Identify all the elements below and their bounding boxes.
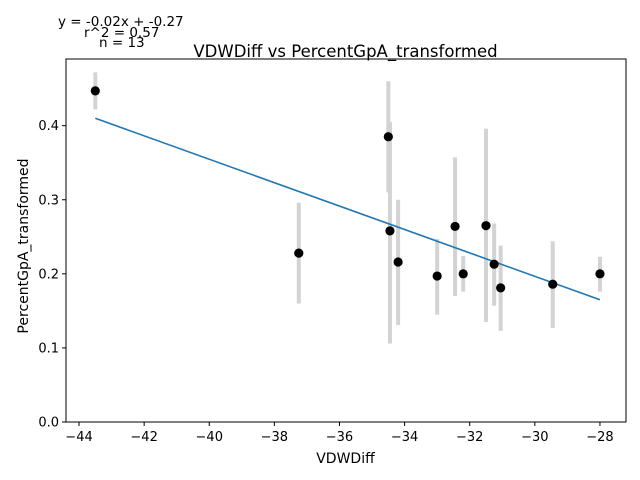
y-axis: 0.0 0.1 0.2 0.3 0.4 xyxy=(38,119,66,431)
y-tick-label: 0.1 xyxy=(38,341,59,356)
y-axis-title: PercentGpA_transformed xyxy=(16,158,32,333)
x-axis-title: VDWDiff xyxy=(316,451,375,467)
x-axis: −44 −42 −40 −38 −36 −34 −32 −30 −28 xyxy=(65,422,614,445)
data-point xyxy=(496,283,506,293)
x-tick-label: −32 xyxy=(456,430,483,445)
plot-area xyxy=(90,72,605,344)
y-tick-label: 0.3 xyxy=(38,193,59,208)
r-squared-annotation: r^2 = 0.57 xyxy=(84,25,159,41)
x-tick-label: −38 xyxy=(261,430,288,445)
data-point xyxy=(432,271,442,281)
y-tick-label: 0.4 xyxy=(38,119,59,134)
chart-title: VDWDiff vs PercentGpA_transformed xyxy=(193,42,497,62)
data-point xyxy=(481,221,491,231)
data-point xyxy=(595,269,605,279)
data-point xyxy=(90,86,100,96)
axes-frame xyxy=(65,58,627,423)
fit-equation-annotation: y = -0.02x + -0.27 xyxy=(58,14,184,30)
data-point xyxy=(548,279,558,289)
x-tick-label: −30 xyxy=(521,430,548,445)
data-point xyxy=(450,221,460,232)
data-point xyxy=(393,257,403,267)
x-tick-label: −34 xyxy=(391,430,418,445)
data-point xyxy=(383,132,393,142)
regression-line xyxy=(95,117,601,301)
sample-size-annotation: n = 13 xyxy=(99,35,145,51)
x-tick-label: −28 xyxy=(586,430,613,445)
data-point xyxy=(385,226,395,236)
y-tick-label: 0.0 xyxy=(38,416,59,431)
x-tick-label: −44 xyxy=(65,430,92,445)
y-tick-label: 0.2 xyxy=(38,267,59,282)
x-tick-label: −40 xyxy=(196,430,223,445)
x-tick-label: −36 xyxy=(326,430,353,445)
x-tick-label: −42 xyxy=(130,430,157,445)
data-point xyxy=(294,248,304,258)
data-point xyxy=(458,269,468,279)
data-point xyxy=(489,259,499,269)
